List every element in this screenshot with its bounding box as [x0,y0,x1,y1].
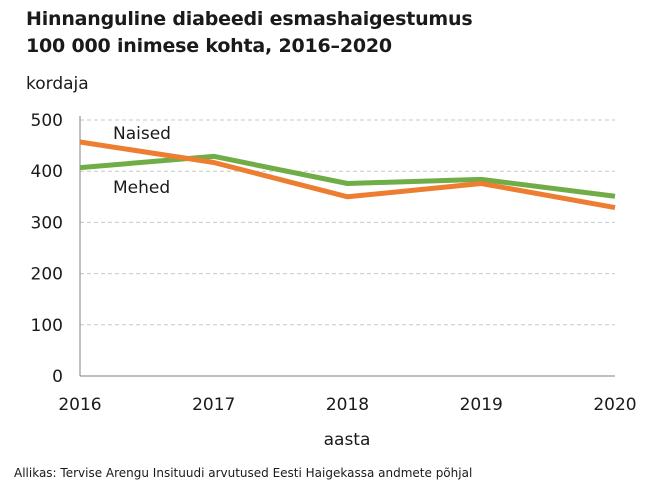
x-tick-label: 2020 [593,395,636,415]
y-tick-label: 0 [52,367,63,387]
x-tick-label: 2016 [58,395,101,415]
y-tick-label: 400 [31,162,63,182]
series-label-mehed: Mehed [113,178,170,198]
series-line-naised [79,139,616,211]
x-tick-label: 2018 [326,395,369,415]
series-line-mehed [79,153,616,199]
x-tick-label: 2017 [192,395,235,415]
y-axis-label: kordaja [26,74,89,94]
chart-subtitle: 100 000 inimese kohta, 2016–2020 [26,35,392,57]
y-tick-label: 200 [31,265,63,285]
source-note: Allikas: Tervise Arengu Insituudi arvutu… [14,466,473,480]
x-axis-label: aasta [324,430,371,450]
y-tick-label: 500 [31,111,63,131]
x-tick-label: 2019 [460,395,503,415]
series-label-naised: Naised [113,124,171,144]
chart-title: Hinnanguline diabeedi esmashaigestumus [26,8,473,30]
y-tick-label: 300 [31,213,63,233]
y-tick-label: 100 [31,316,63,336]
